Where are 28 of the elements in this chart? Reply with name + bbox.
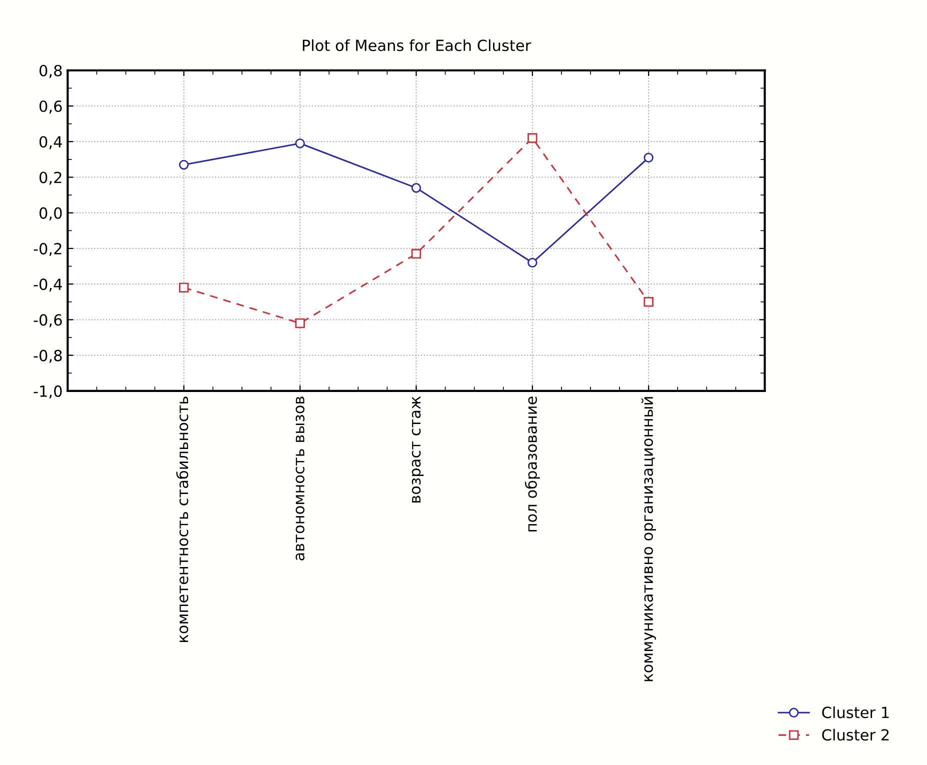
legend-label: Cluster 1 xyxy=(822,706,889,718)
point xyxy=(295,318,305,328)
chart-title: Plot of Means for Each Cluster xyxy=(302,39,532,52)
x-tick-label: возраст стаж xyxy=(412,396,424,503)
x-tick-label: компетентность стабильность xyxy=(176,396,188,642)
y-tick-label: 0,0 xyxy=(40,207,62,220)
legend-label: Cluster 2 xyxy=(822,728,889,741)
y-tick-label: -0,2 xyxy=(34,242,62,256)
point xyxy=(178,160,189,170)
y-tick-label: -0,8 xyxy=(34,350,62,363)
y-tick-label: 0,2 xyxy=(40,172,62,185)
point xyxy=(295,138,305,148)
point xyxy=(411,248,422,259)
point xyxy=(644,152,654,162)
y-tick-label: 0,4 xyxy=(40,136,62,150)
point xyxy=(644,297,654,307)
x-tick-label: автономность вызов xyxy=(296,396,304,560)
x-tick-label: коммуникативно организационный xyxy=(641,397,656,682)
y-tick-label: -0,4 xyxy=(34,278,62,292)
point xyxy=(411,183,422,193)
y-tick-label: 0,8 xyxy=(40,64,62,78)
point xyxy=(528,258,538,268)
y-tick-label: -1,0 xyxy=(34,385,62,398)
y-tick-label: -0,6 xyxy=(34,314,62,328)
y-tick-label: 0,6 xyxy=(40,100,62,114)
point xyxy=(178,282,189,292)
point xyxy=(528,133,538,143)
x-tick-label: пол образование xyxy=(524,396,540,532)
